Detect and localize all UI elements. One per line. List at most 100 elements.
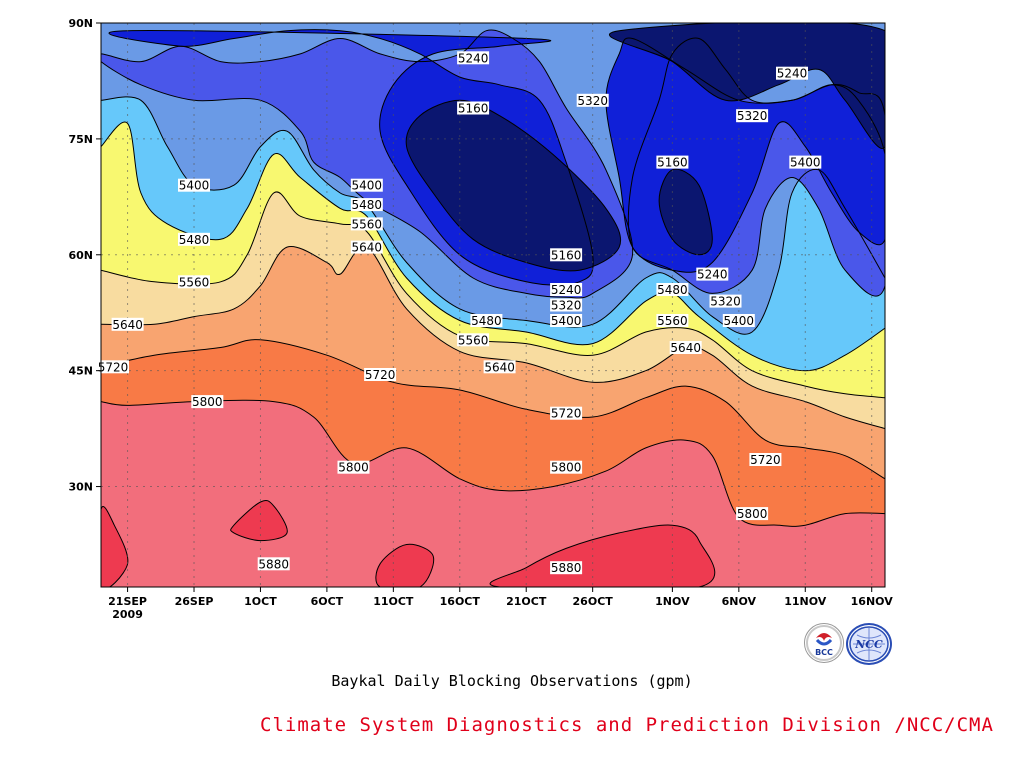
contour-line-5640 [101,245,885,430]
contour-label-text: 5800 [737,507,768,521]
contour-label: 5560 [178,275,210,289]
contour-label-bg [656,283,689,296]
ncc-logo: NCC [846,623,892,665]
x-tick-label: 6NOV [722,595,757,608]
contour-label: 5720 [364,368,397,382]
contour-label-bg [178,178,210,192]
x-tick-label: 11NOV [784,595,827,608]
blocking-contour-chart: 5880 5880 5800 5800 5800 5800 5720 5720 5720 5720… [68,17,894,621]
contour-label-bg [776,66,808,80]
contour-label-text: 5480 [657,283,688,297]
contour-label: 5400 [789,155,822,170]
contour-label-text: 5880 [551,561,582,575]
contour-label-bg [350,240,383,254]
peak-fill-5880 [375,543,435,587]
contour-label: 5160 [656,155,689,170]
contour-label-text: 5240 [458,51,489,65]
contour-label-bg [669,341,702,354]
contour-label-text: 5240 [777,67,808,81]
contour-line-5480 [101,121,885,372]
contour-label-bg [550,406,583,420]
contour-label-text: 5160 [458,102,489,116]
contour-label: 5240 [550,283,583,297]
contour-label: 5400 [550,314,583,328]
contour-label-text: 5320 [710,295,741,309]
contour-label: 5720 [749,453,782,467]
x-tick-label: 21OCT [506,595,547,608]
contour-label-bg [722,314,755,327]
contour-label-text: 5400 [724,314,755,328]
contour-label-text: 5640 [352,241,383,255]
contour-label-bg [457,51,490,65]
contour-line-5160 [658,168,713,256]
x-tick-label: 11OCT [373,595,414,608]
contour-label: 5560 [457,333,490,347]
contour-label: 5320 [550,298,583,313]
contour-label-text: 5320 [577,94,608,108]
contour-label-text: 5240 [697,268,728,282]
contour-label-text: 5720 [365,368,396,382]
contour-line-5160 [405,99,622,272]
contour-labels: 5880 5880 5800 5800 5800 5800 5720 5720 5720 5720… [97,51,822,575]
x-tick-label: 16NOV [851,595,894,608]
x-tick-label: 26SEP [175,595,214,608]
contour-label-bg [483,360,516,374]
contour-label-bg [178,232,210,246]
contour-label-bg [97,360,129,374]
contour-label-text: 5880 [258,557,289,571]
contour-label: 5240 [776,66,808,81]
contour-label-bg [350,178,383,192]
contour-label: 5400 [178,178,210,193]
chart-caption: Baykal Daily Blocking Observations (gpm) [331,672,693,690]
contour-label: 5480 [350,198,383,212]
contour-label-text: 5800 [551,461,582,475]
y-tick-label: 90N [68,17,93,30]
contour-label: 5480 [178,232,210,247]
contour-label-bg [736,109,769,123]
contour-label-text: 5400 [179,179,210,193]
svg-text:NCC: NCC [854,638,883,651]
contour-label: 5160 [457,101,490,116]
contour-label-text: 5560 [458,333,489,347]
contour-label-bg [550,561,583,575]
contour-label-bg [656,314,689,327]
contour-fills [101,23,885,587]
contour-label-text: 5320 [551,299,582,313]
contour-label-text: 5480 [352,198,383,212]
contour-label-bg [789,155,822,169]
y-tick-label: 60N [68,249,93,262]
contour-label-text: 5720 [98,360,129,374]
contour-label-bg [364,368,397,381]
contour-label-bg [550,298,583,312]
contour-label-bg [656,155,689,169]
x-tick-label: 26OCT [573,595,614,608]
credit-line: Climate System Diagnostics and Predictio… [260,714,994,736]
peak-fill-5880 [489,524,716,587]
contour-label: 5640 [350,240,383,255]
contour-label-bg [350,198,383,212]
contour-label-bg [709,294,742,308]
contour-label-bg [191,395,224,409]
x-tick-label: 6OCT [311,595,344,608]
y-tick-label: 45N [68,365,93,378]
contour-label: 5240 [457,51,490,65]
contour-label: 5320 [709,294,742,309]
contour-label: 5160 [550,248,583,262]
contour-label-text: 5160 [551,248,582,262]
contour-label-text: 5560 [657,314,688,328]
contour-label-bg [550,314,583,327]
contour-label-text: 5400 [551,314,582,328]
contour-label-bg [576,93,609,107]
contour-label-text: 5560 [352,217,383,231]
contour-label-bg [111,317,144,331]
contour-label-bg [350,217,383,231]
peak-fill-5880 [230,499,288,542]
contour-label-bg [470,314,503,327]
y-tick-label: 30N [68,481,93,494]
contour-label: 5880 [550,561,583,575]
contour-label-bg [736,507,769,521]
contour-label-text: 5400 [790,156,821,170]
contour-label-text: 5240 [551,283,582,297]
contour-label: 5720 [97,360,129,374]
contour-label-bg [696,267,729,281]
